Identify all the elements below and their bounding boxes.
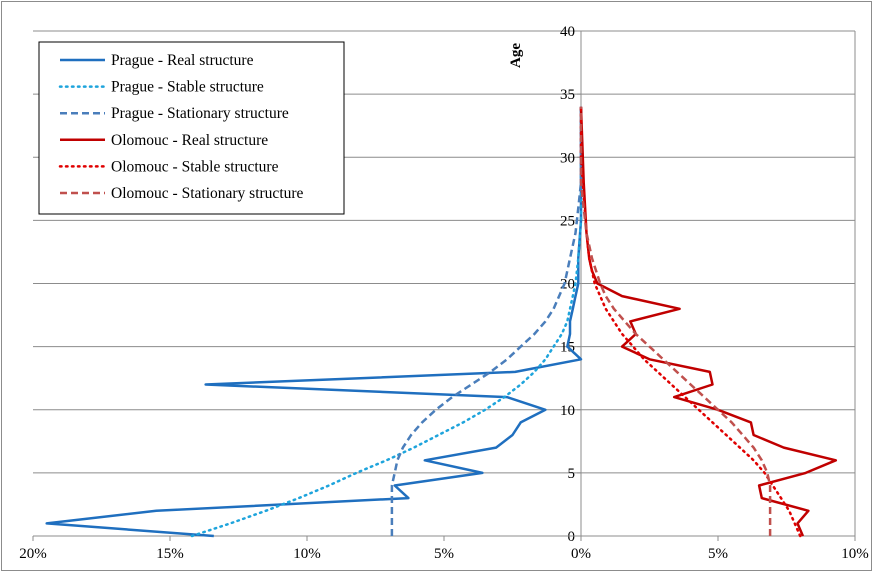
series-line-6: [579, 106, 772, 536]
legend-label: Prague - Stationary structure: [111, 105, 289, 122]
y-tick-label: 25: [560, 213, 575, 229]
series-line-1: [45, 106, 583, 538]
x-tick-label: 15%: [156, 546, 184, 562]
x-tick-label: 10%: [293, 546, 321, 562]
y-tick-label: 0: [568, 529, 576, 545]
y-tick-label: 20: [560, 277, 575, 293]
x-tick-label: 10%: [841, 546, 869, 562]
y-tick-label: 35: [560, 87, 575, 103]
y-tick-label: 30: [560, 150, 575, 166]
series-lines: [45, 105, 838, 538]
series-line-3: [390, 106, 583, 536]
series-line-2: [190, 105, 583, 538]
x-tick-label: 0%: [571, 546, 591, 562]
y-tick-label: 40: [560, 24, 575, 40]
legend-box: [38, 41, 345, 215]
legend-label: Olomouc - Stable structure: [111, 158, 279, 175]
y-tick-label: 10: [560, 403, 575, 419]
x-tick-label: 5%: [708, 546, 728, 562]
legend-label: Olomouc - Real structure: [111, 132, 268, 149]
x-tick-label: 5%: [434, 546, 454, 562]
legend: Prague - Real structure Prague - Stable s…: [38, 41, 345, 215]
y-tick-label: 5: [568, 466, 576, 482]
x-tick-label: 20%: [19, 546, 47, 562]
series-line-4: [579, 106, 838, 537]
y-axis-title: Age: [508, 43, 524, 68]
legend-label: Prague - Real structure: [111, 52, 254, 69]
series-line-5: [579, 105, 802, 538]
legend-label: Prague - Stable structure: [111, 79, 264, 96]
legend-label: Olomouc - Stationary structure: [111, 185, 304, 202]
